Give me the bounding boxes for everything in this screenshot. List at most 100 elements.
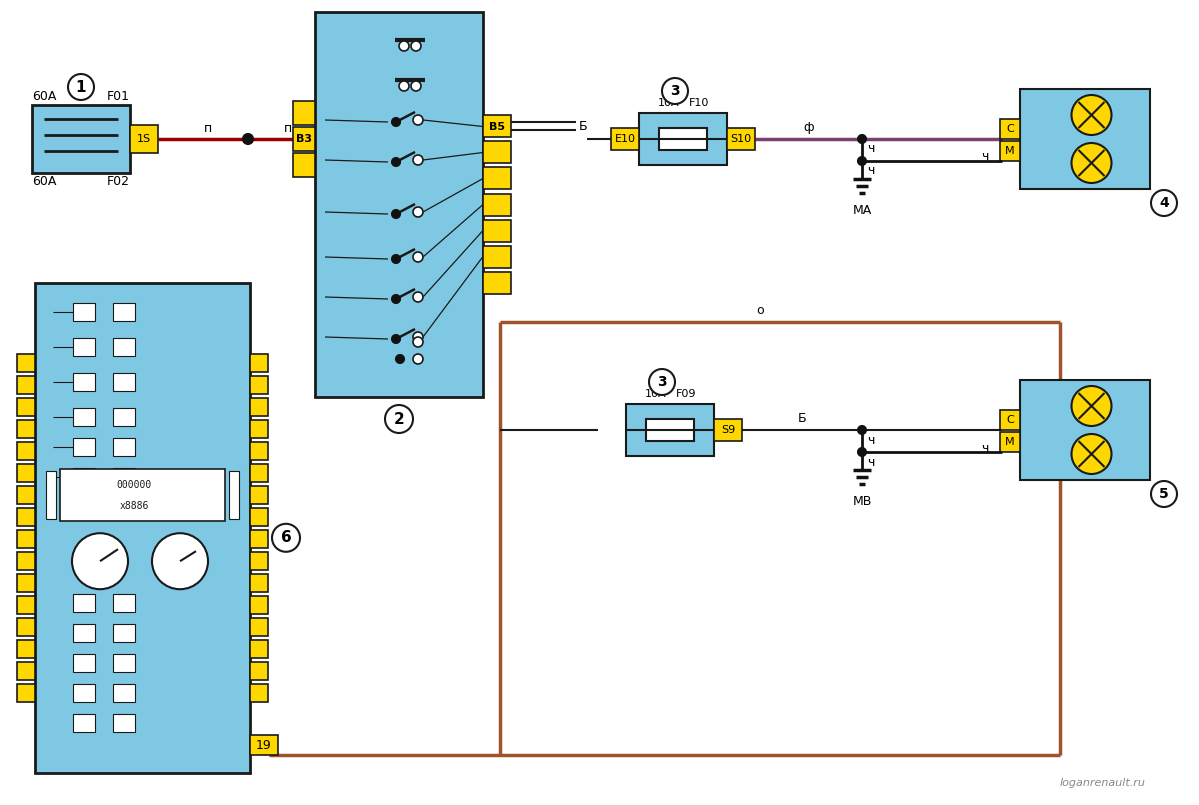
Text: 60A: 60A — [32, 175, 56, 188]
Bar — [1000, 410, 1020, 430]
Circle shape — [1151, 481, 1177, 507]
Bar — [626, 404, 713, 456]
Bar — [251, 376, 269, 394]
Text: F01: F01 — [107, 90, 129, 103]
Circle shape — [662, 78, 688, 104]
Bar — [251, 464, 269, 482]
Text: x8886: x8886 — [120, 501, 149, 510]
Text: ч: ч — [867, 164, 874, 177]
Text: 60A: 60A — [32, 90, 56, 103]
Bar — [713, 419, 742, 441]
Text: 000000: 000000 — [116, 480, 152, 489]
Text: F02: F02 — [107, 175, 129, 188]
Bar — [113, 594, 135, 612]
Text: 6: 6 — [281, 530, 291, 545]
Text: ч: ч — [867, 456, 874, 469]
Text: M: M — [1005, 146, 1014, 156]
Bar — [73, 468, 95, 486]
Bar — [73, 438, 95, 456]
Bar — [17, 640, 35, 658]
Circle shape — [411, 41, 421, 51]
Bar — [113, 624, 135, 642]
Text: F09: F09 — [676, 389, 697, 399]
Bar — [293, 101, 315, 125]
Text: 1S: 1S — [137, 134, 151, 144]
Bar — [646, 419, 694, 441]
Text: п: п — [284, 122, 293, 135]
Circle shape — [68, 74, 94, 100]
Bar — [17, 420, 35, 438]
Circle shape — [412, 332, 423, 342]
Bar — [1020, 380, 1150, 480]
Circle shape — [152, 533, 207, 589]
Circle shape — [858, 426, 866, 434]
Text: S10: S10 — [730, 134, 752, 144]
Text: ф: ф — [803, 121, 814, 134]
Bar — [113, 438, 135, 456]
Bar — [315, 12, 483, 397]
Circle shape — [392, 335, 400, 343]
Text: п: п — [204, 122, 212, 135]
Text: B5: B5 — [489, 122, 505, 131]
Bar — [113, 408, 135, 426]
Circle shape — [1151, 190, 1177, 216]
Bar — [483, 246, 511, 267]
Circle shape — [1072, 386, 1111, 426]
Bar — [251, 398, 269, 416]
Text: ч: ч — [981, 151, 988, 163]
Bar — [17, 376, 35, 394]
Bar — [1000, 432, 1020, 452]
Circle shape — [243, 134, 253, 144]
Bar — [73, 408, 95, 426]
Bar — [17, 574, 35, 592]
Bar — [483, 142, 511, 163]
Bar — [113, 714, 135, 733]
Bar — [727, 128, 755, 150]
Text: Б: Б — [797, 412, 806, 425]
Bar — [1000, 119, 1020, 139]
Bar — [17, 552, 35, 570]
Bar — [17, 354, 35, 372]
Text: о: о — [757, 304, 764, 317]
Circle shape — [411, 81, 421, 91]
Text: 3: 3 — [670, 84, 680, 98]
Text: B3: B3 — [296, 134, 312, 144]
Bar — [251, 596, 269, 614]
Circle shape — [399, 41, 409, 51]
Bar — [73, 684, 95, 702]
Bar — [251, 640, 269, 658]
Text: F10: F10 — [688, 98, 709, 108]
Bar — [17, 464, 35, 482]
Bar — [113, 654, 135, 672]
Bar — [60, 469, 225, 521]
Circle shape — [858, 135, 866, 143]
Bar — [17, 618, 35, 636]
Text: S9: S9 — [721, 425, 735, 435]
Circle shape — [649, 369, 675, 395]
Bar — [483, 193, 511, 216]
Bar — [113, 468, 135, 486]
Text: Б: Б — [579, 120, 588, 133]
Circle shape — [1072, 143, 1111, 183]
Bar — [17, 596, 35, 614]
Bar — [46, 471, 56, 519]
Circle shape — [392, 118, 400, 126]
Bar — [293, 127, 315, 151]
Bar — [113, 373, 135, 391]
Text: 3: 3 — [657, 375, 667, 389]
Bar — [73, 373, 95, 391]
Circle shape — [412, 115, 423, 125]
Text: МВ: МВ — [852, 495, 872, 508]
Bar — [113, 684, 135, 702]
Circle shape — [1072, 434, 1111, 474]
Bar — [293, 153, 315, 177]
Bar — [483, 167, 511, 189]
Text: 19: 19 — [257, 738, 272, 752]
Circle shape — [858, 157, 866, 165]
Text: 4: 4 — [1159, 196, 1169, 210]
Bar — [483, 220, 511, 242]
Circle shape — [1072, 95, 1111, 135]
Text: ч: ч — [867, 142, 874, 155]
Bar — [639, 113, 727, 165]
Text: 10A: 10A — [645, 389, 667, 399]
